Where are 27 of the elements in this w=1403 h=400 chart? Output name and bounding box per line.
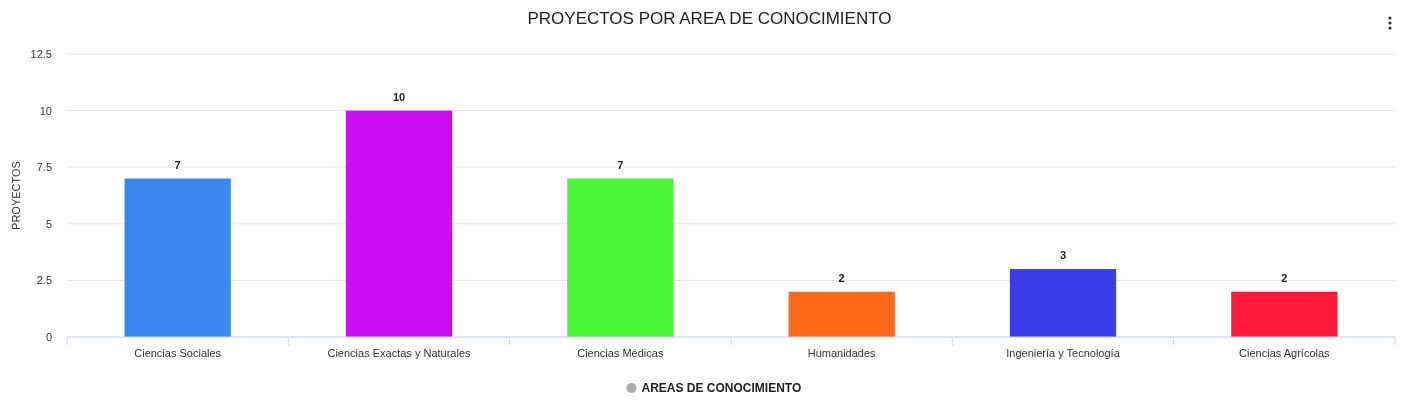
data-label: 3 <box>1059 249 1067 262</box>
bar <box>788 291 895 337</box>
y-tick-label: 12.5 <box>30 48 52 60</box>
chart-title: PROYECTOS POR AREA DE CONOCIMIENTO <box>527 9 892 28</box>
bar <box>345 110 453 337</box>
y-tick-label: 5 <box>45 217 52 230</box>
y-axis-title: PROYECTOS <box>10 161 22 230</box>
x-tick-label: Ciencias Agrícolas <box>1239 347 1331 359</box>
y-tick-label: 7.5 <box>36 161 52 174</box>
text: AREAS DE CONOCIMIENTO <box>641 381 802 395</box>
bar <box>567 178 674 337</box>
bar <box>1231 291 1338 337</box>
data-label: 2 <box>1281 271 1288 284</box>
y-tick-label: 0 <box>45 331 52 343</box>
bar <box>1009 269 1117 337</box>
data-label: 10 <box>392 90 406 103</box>
x-tick-label: Humanidades <box>807 347 877 359</box>
y-tick-label: 2.5 <box>36 274 52 287</box>
data-label: 2 <box>838 271 845 284</box>
data-label: 7 <box>617 158 624 171</box>
x-tick-label: Ciencias Exactas y Naturales <box>327 347 472 359</box>
x-tick-label: Ciencias Médicas <box>577 347 664 359</box>
x-tick-label: Ingeniería y Tecnología <box>1006 347 1121 359</box>
data-label: 7 <box>174 158 181 171</box>
bar <box>124 178 231 337</box>
x-tick-label: Ciencias Sociales <box>134 347 222 359</box>
y-tick-label: 10 <box>39 104 52 117</box>
